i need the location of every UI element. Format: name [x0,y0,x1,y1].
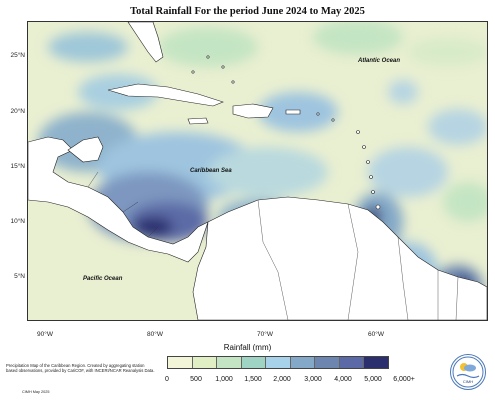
legend-label-1500: 1,500 [244,376,262,383]
legend-label-0: 0 [165,376,169,383]
legend-swatch-3 [241,357,266,368]
legend-swatch-5 [290,357,315,368]
legend-swatch-0 [168,357,193,368]
rainfall-map-svg: Atlantic Ocean Caribbean Sea Pacific Oce… [28,22,487,320]
legend-label-4000: 4,000 [334,376,352,383]
lat-tick-10n: 10°N [10,218,25,225]
legend-swatch-8 [364,357,388,368]
legend-title: Rainfall (mm) [223,343,272,352]
legend-label-3000: 3,000 [304,376,322,383]
legend-label-5000: 5,000 [364,376,382,383]
lat-tick-15n: 15°N [10,163,25,170]
label-atlantic-ocean: Atlantic Ocean [357,58,400,64]
rainfall-map: Atlantic Ocean Caribbean Sea Pacific Oce… [27,21,488,321]
cimh-logo: CIMH [450,354,486,390]
rainfall-shading [38,22,487,309]
legend-label-6000: 6,000+ [393,376,415,383]
legend-label-500: 500 [190,376,202,383]
lon-tick-80w: 80°W [147,331,163,338]
map-footnote: Precipitation Map of the Caribbean Regio… [6,363,155,374]
lat-tick-20n: 20°N [10,108,25,115]
map-credit: CIMH May 2025 [22,390,50,394]
legend-colorbar [167,356,389,369]
legend-label-1000: 1,000 [215,376,233,383]
lon-tick-70w: 70°W [257,331,273,338]
lon-tick-90w: 90°W [37,331,53,338]
logo-text: CIMH [463,379,473,384]
lon-tick-60w: 60°W [368,331,384,338]
country-borders [87,171,459,320]
label-pacific-ocean: Pacific Ocean [83,276,123,282]
legend-swatch-4 [266,357,291,368]
cimh-logo-icon: CIMH [452,356,484,388]
label-caribbean-sea: Caribbean Sea [190,168,232,174]
legend-swatch-6 [315,357,340,368]
legend-swatch-7 [339,357,364,368]
land-masses [28,22,487,320]
legend-label-2000: 2,000 [273,376,291,383]
lat-tick-25n: 25°N [10,52,25,59]
legend-swatch-1 [192,357,217,368]
lat-tick-5n: 5°N [14,273,25,280]
map-title: Total Rainfall For the period June 2024 … [130,6,365,17]
legend-swatch-2 [217,357,242,368]
